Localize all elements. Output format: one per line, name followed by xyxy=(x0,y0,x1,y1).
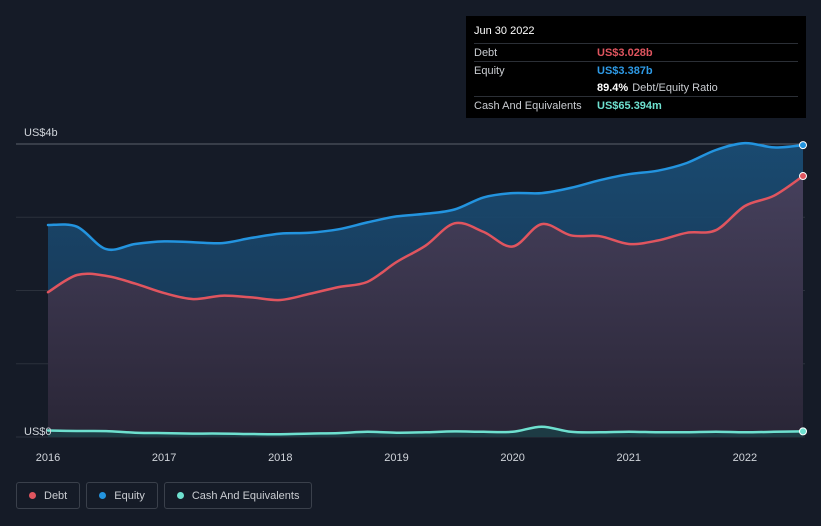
tooltip-cash-label: Cash And Equivalents xyxy=(474,99,582,112)
tooltip-row-equity: Equity US$3.387b xyxy=(474,61,798,79)
tooltip-cash-value: US$65.394m xyxy=(597,99,662,112)
x-tick-label: 2020 xyxy=(500,452,524,464)
tooltip-debt-label: Debt xyxy=(474,46,498,59)
x-tick-label: 2022 xyxy=(733,452,757,464)
tooltip-row-debt: Debt US$3.028b xyxy=(474,43,798,61)
legend-item-debt[interactable]: Debt xyxy=(16,482,81,509)
debt-line xyxy=(46,174,805,302)
debt-dot-icon xyxy=(29,492,36,499)
tooltip-equity-label: Equity xyxy=(474,64,505,77)
tooltip-debt-value: US$3.028b xyxy=(597,46,653,59)
equity-end-marker xyxy=(799,141,807,150)
legend-item-cash[interactable]: Cash And Equivalents xyxy=(163,482,313,509)
legend-item-equity[interactable]: Equity xyxy=(86,482,158,509)
tooltip-ratio-label: Debt/Equity Ratio xyxy=(632,81,718,94)
cash-end-marker xyxy=(799,427,807,436)
tooltip-row-ratio: 89.4% Debt/Equity Ratio xyxy=(474,79,798,96)
equity-dot-icon xyxy=(99,492,107,499)
legend-cash-label: Cash And Equivalents xyxy=(191,489,300,502)
legend: Debt Equity Cash And Equivalents xyxy=(16,482,313,509)
y-tick-label-top: US$4b xyxy=(24,127,58,139)
x-tick-label: 2016 xyxy=(36,452,60,464)
legend-equity-label: Equity xyxy=(114,489,145,502)
tooltip-ratio-value: 89.4% xyxy=(597,81,629,94)
tooltip-date: Jun 30 2022 xyxy=(474,25,535,37)
x-tick-label: 2019 xyxy=(384,452,408,464)
x-tick-label: 2018 xyxy=(268,452,292,464)
tooltip-equity-value: US$3.387b xyxy=(597,64,653,77)
y-tick-label-bottom: US$0 xyxy=(24,426,52,438)
x-tick-label: 2017 xyxy=(152,452,176,464)
legend-debt-label: Debt xyxy=(44,489,68,502)
equity-line xyxy=(46,141,805,252)
tooltip-row-cash: Cash And Equivalents US$65.394m xyxy=(474,96,798,114)
cash-dot-icon xyxy=(176,492,184,499)
cash-line xyxy=(46,425,805,436)
x-tick-label: 2021 xyxy=(617,452,641,464)
debt-end-marker xyxy=(799,172,807,181)
tooltip-panel: Jun 30 2022 Debt US$3.028b Equity US$3.3… xyxy=(466,16,806,118)
